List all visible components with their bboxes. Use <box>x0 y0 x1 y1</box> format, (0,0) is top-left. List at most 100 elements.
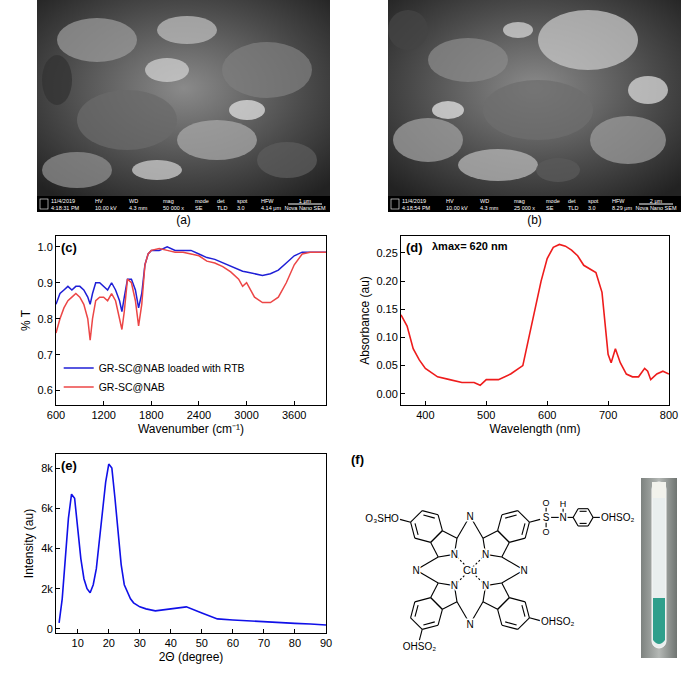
svg-text:HFW: HFW <box>261 198 274 204</box>
svg-text:OHSO₂: OHSO₂ <box>601 512 634 523</box>
svg-text:4.3 mm: 4.3 mm <box>480 205 499 211</box>
svg-text:N: N <box>482 580 489 591</box>
svg-text:0: 0 <box>47 623 53 635</box>
svg-text:0.10: 0.10 <box>376 331 397 343</box>
svg-text:0.9: 0.9 <box>38 277 53 289</box>
svg-text:WD: WD <box>129 198 138 204</box>
svg-text:60: 60 <box>227 637 239 649</box>
svg-text:50: 50 <box>196 637 208 649</box>
svg-text:N: N <box>451 580 458 591</box>
svg-text:700: 700 <box>599 409 617 421</box>
svg-text:N: N <box>466 511 473 522</box>
svg-text:mode: mode <box>195 198 209 204</box>
svg-text:50 000 x: 50 000 x <box>163 205 184 211</box>
svg-text:(d): (d) <box>406 240 423 255</box>
svg-text:(e): (e) <box>61 458 77 473</box>
svg-text:3.0: 3.0 <box>237 205 245 211</box>
svg-text:1.0: 1.0 <box>38 241 53 253</box>
svg-text:8.29 μm: 8.29 μm <box>612 205 632 211</box>
svg-text:O₃SHO: O₃SHO <box>365 513 399 524</box>
svg-text:OHSO₂: OHSO₂ <box>403 641 436 652</box>
svg-text:25 000 x: 25 000 x <box>514 205 535 211</box>
svg-text:mode: mode <box>546 198 560 204</box>
svg-text:OHSO₂: OHSO₂ <box>541 616 574 627</box>
svg-text:10.00 kV: 10.00 kV <box>446 205 468 211</box>
svg-text:0.00: 0.00 <box>376 388 397 400</box>
svg-text:70: 70 <box>258 637 270 649</box>
svg-text:10: 10 <box>72 637 84 649</box>
svg-text:O: O <box>543 498 550 508</box>
svg-text:0.7: 0.7 <box>38 349 53 361</box>
svg-text:HFW: HFW <box>612 198 625 204</box>
svg-text:SE: SE <box>195 205 203 211</box>
svg-text:TLD: TLD <box>217 205 227 211</box>
svg-text:HV: HV <box>95 198 103 204</box>
svg-text:0.6: 0.6 <box>38 384 53 396</box>
svg-text:40: 40 <box>165 637 177 649</box>
svg-text:20: 20 <box>103 637 115 649</box>
svg-text:1 μm: 1 μm <box>299 198 312 204</box>
svg-text:1800: 1800 <box>139 409 163 421</box>
svg-text:10.00 kV: 10.00 kV <box>95 205 117 211</box>
svg-text:mag: mag <box>163 198 174 204</box>
svg-text:30: 30 <box>134 637 146 649</box>
svg-text:2Θ (degree): 2Θ (degree) <box>159 650 224 664</box>
svg-text:3600: 3600 <box>282 409 306 421</box>
svg-text:mag: mag <box>514 198 525 204</box>
svg-text:% T: % T <box>19 309 33 331</box>
svg-text:N: N <box>466 619 473 630</box>
svg-text:Nova Nano SEM: Nova Nano SEM <box>285 205 326 211</box>
svg-text:8k: 8k <box>41 462 53 474</box>
svg-text:GR-SC@NAB: GR-SC@NAB <box>99 381 165 393</box>
svg-text:600: 600 <box>538 409 556 421</box>
svg-text:Absorbance (au): Absorbance (au) <box>358 276 372 365</box>
svg-text:80: 80 <box>289 637 301 649</box>
svg-text:4:18:31 PM: 4:18:31 PM <box>51 205 80 211</box>
svg-text:600: 600 <box>47 409 65 421</box>
svg-text:0.25: 0.25 <box>376 247 397 259</box>
svg-text:Nova Nano SEM: Nova Nano SEM <box>636 205 677 211</box>
svg-text:H: H <box>560 499 567 509</box>
svg-text:4.3 mm: 4.3 mm <box>129 205 148 211</box>
svg-text:WD: WD <box>480 198 489 204</box>
svg-text:Wavenumber (cm⁻¹): Wavenumber (cm⁻¹) <box>138 422 244 436</box>
svg-text:S: S <box>543 512 550 523</box>
svg-text:90: 90 <box>320 637 332 649</box>
svg-text:N: N <box>520 565 527 576</box>
svg-text:λmax= 620 nm: λmax= 620 nm <box>432 240 508 252</box>
svg-text:0.20: 0.20 <box>376 275 397 287</box>
svg-text:4:18:54 PM: 4:18:54 PM <box>402 205 431 211</box>
svg-text:O: O <box>543 527 550 537</box>
svg-text:2400: 2400 <box>187 409 211 421</box>
svg-text:2k: 2k <box>41 583 53 595</box>
svg-text:det: det <box>568 198 576 204</box>
svg-text:Intensity (au): Intensity (au) <box>22 509 36 578</box>
svg-text:11/4/2019: 11/4/2019 <box>51 198 75 204</box>
svg-text:800: 800 <box>660 409 678 421</box>
svg-text:GR-SC@NAB loaded with RTB: GR-SC@NAB loaded with RTB <box>99 362 245 374</box>
svg-text:0.15: 0.15 <box>376 303 397 315</box>
svg-text:N: N <box>451 549 458 560</box>
svg-text:SE: SE <box>546 205 554 211</box>
svg-text:500: 500 <box>477 409 495 421</box>
svg-text:6k: 6k <box>41 502 53 514</box>
svg-text:4k: 4k <box>41 542 53 554</box>
svg-text:2 μm: 2 μm <box>650 198 663 204</box>
svg-text:det: det <box>217 198 225 204</box>
svg-text:0.8: 0.8 <box>38 313 53 325</box>
svg-text:N: N <box>412 565 419 576</box>
svg-text:0.05: 0.05 <box>376 359 397 371</box>
svg-text:3.0: 3.0 <box>588 205 596 211</box>
svg-text:(f): (f) <box>351 452 364 467</box>
svg-text:HV: HV <box>446 198 454 204</box>
svg-text:4.14 μm: 4.14 μm <box>261 205 281 211</box>
svg-text:1200: 1200 <box>91 409 115 421</box>
svg-text:spot: spot <box>588 198 599 204</box>
svg-text:Cu: Cu <box>463 564 477 576</box>
svg-text:N: N <box>482 549 489 560</box>
svg-text:Wavelength (nm): Wavelength (nm) <box>490 422 581 436</box>
svg-text:400: 400 <box>416 409 434 421</box>
svg-text:spot: spot <box>237 198 248 204</box>
svg-text:TLD: TLD <box>568 205 578 211</box>
svg-text:(c): (c) <box>61 240 77 255</box>
